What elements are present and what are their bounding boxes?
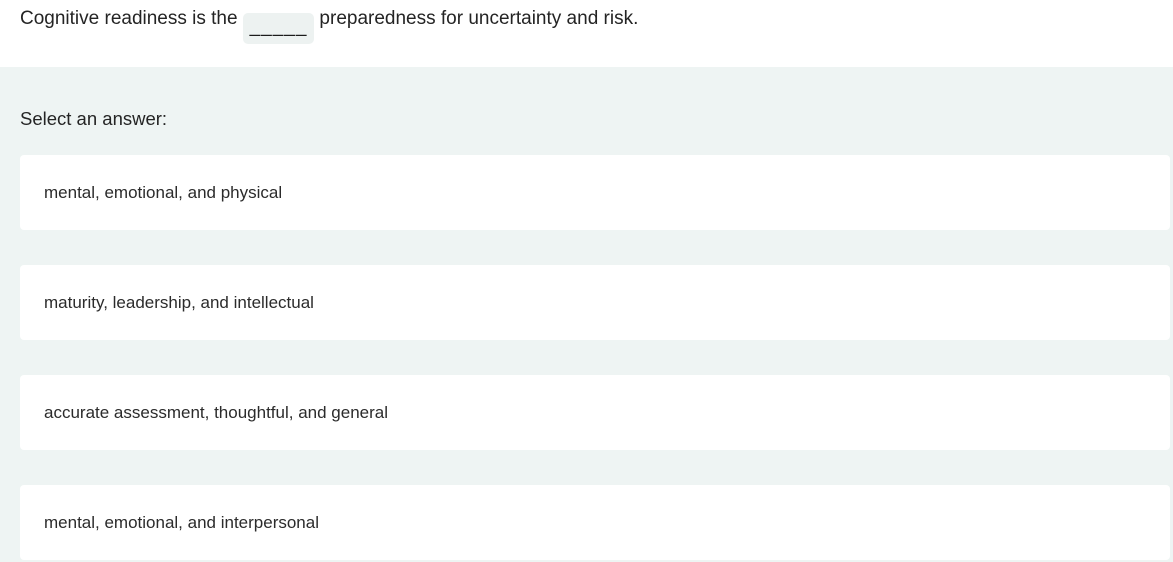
answer-option-3[interactable]: accurate assessment, thoughtful, and gen… [20, 375, 1170, 450]
answers-section: Select an answer: mental, emotional, and… [0, 67, 1173, 560]
question-section: Cognitive readiness is the _____ preparedn… [0, 0, 1173, 67]
answer-option-2[interactable]: maturity, leadership, and intellectual [20, 265, 1170, 340]
answer-option-label: maturity, leadership, and intellectual [44, 292, 314, 312]
answer-option-label: accurate assessment, thoughtful, and gen… [44, 402, 388, 422]
question-text-before: Cognitive readiness is the [20, 8, 238, 29]
select-answer-label: Select an answer: [20, 108, 168, 129]
question-text: Cognitive readiness is the _____ preparedn… [20, 3, 1153, 44]
answer-option-label: mental, emotional, and interpersonal [44, 512, 319, 532]
answer-option-label: mental, emotional, and physical [44, 182, 283, 202]
question-text-after: preparedness for uncertainty and risk. [319, 8, 639, 29]
answer-option-4[interactable]: mental, emotional, and interpersonal [20, 485, 1170, 560]
question-blank: _____ [242, 13, 315, 44]
answer-option-1[interactable]: mental, emotional, and physical [20, 155, 1170, 230]
answer-options-list: mental, emotional, and physical maturity… [0, 155, 1173, 560]
